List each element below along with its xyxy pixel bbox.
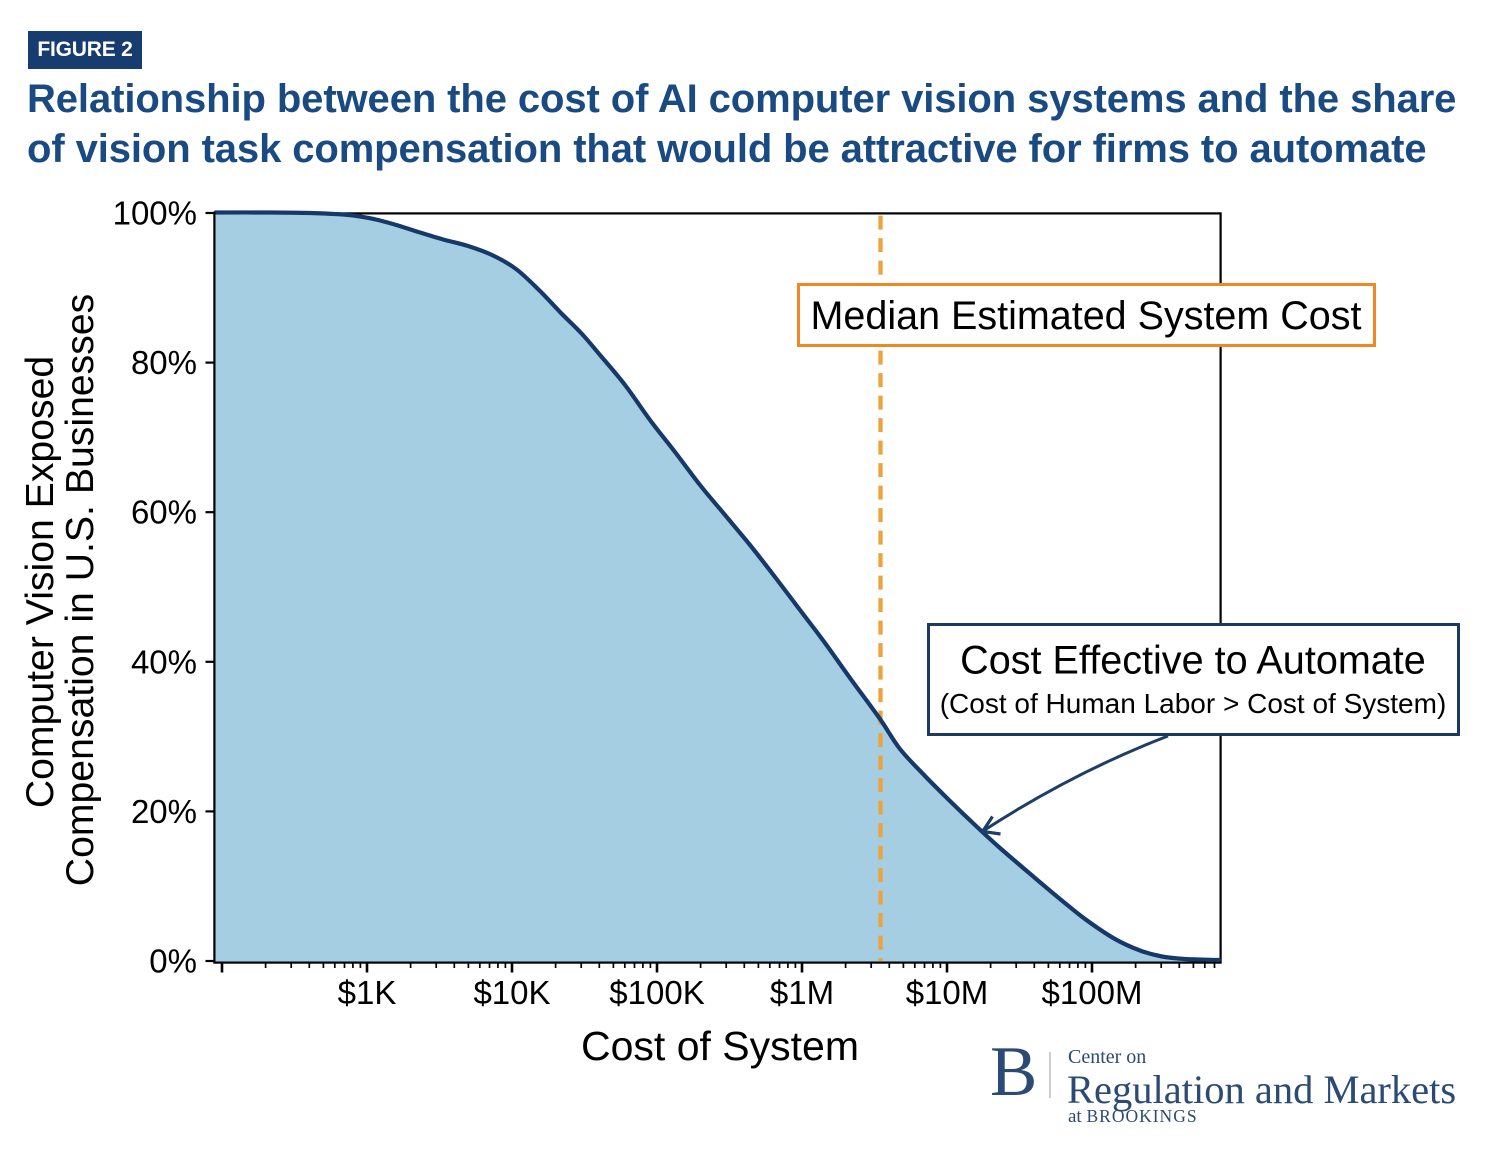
- svg-text:Median Estimated System Cost: Median Estimated System Cost: [810, 294, 1361, 338]
- svg-text:Cost of System: Cost of System: [581, 1023, 859, 1069]
- svg-text:100%: 100%: [113, 195, 197, 232]
- svg-text:$1M: $1M: [770, 974, 834, 1011]
- svg-text:60%: 60%: [131, 494, 197, 531]
- svg-text:Compensation in U.S. Businesse: Compensation in U.S. Businesses: [59, 294, 102, 886]
- svg-text:$100M: $100M: [1042, 974, 1143, 1011]
- svg-text:Cost Effective to Automate: Cost Effective to Automate: [960, 639, 1426, 683]
- svg-text:$10K: $10K: [473, 974, 550, 1011]
- svg-text:0%: 0%: [149, 943, 197, 980]
- svg-text:20%: 20%: [131, 793, 197, 830]
- svg-text:$1K: $1K: [338, 974, 397, 1011]
- svg-text:80%: 80%: [131, 344, 197, 381]
- svg-text:40%: 40%: [131, 643, 197, 680]
- svg-text:$10M: $10M: [906, 974, 989, 1011]
- svg-text:(Cost of Human Labor > Cost of: (Cost of Human Labor > Cost of System): [940, 688, 1447, 719]
- svg-text:Computer Vision Exposed: Computer Vision Exposed: [19, 356, 62, 808]
- svg-text:$100K: $100K: [609, 974, 704, 1011]
